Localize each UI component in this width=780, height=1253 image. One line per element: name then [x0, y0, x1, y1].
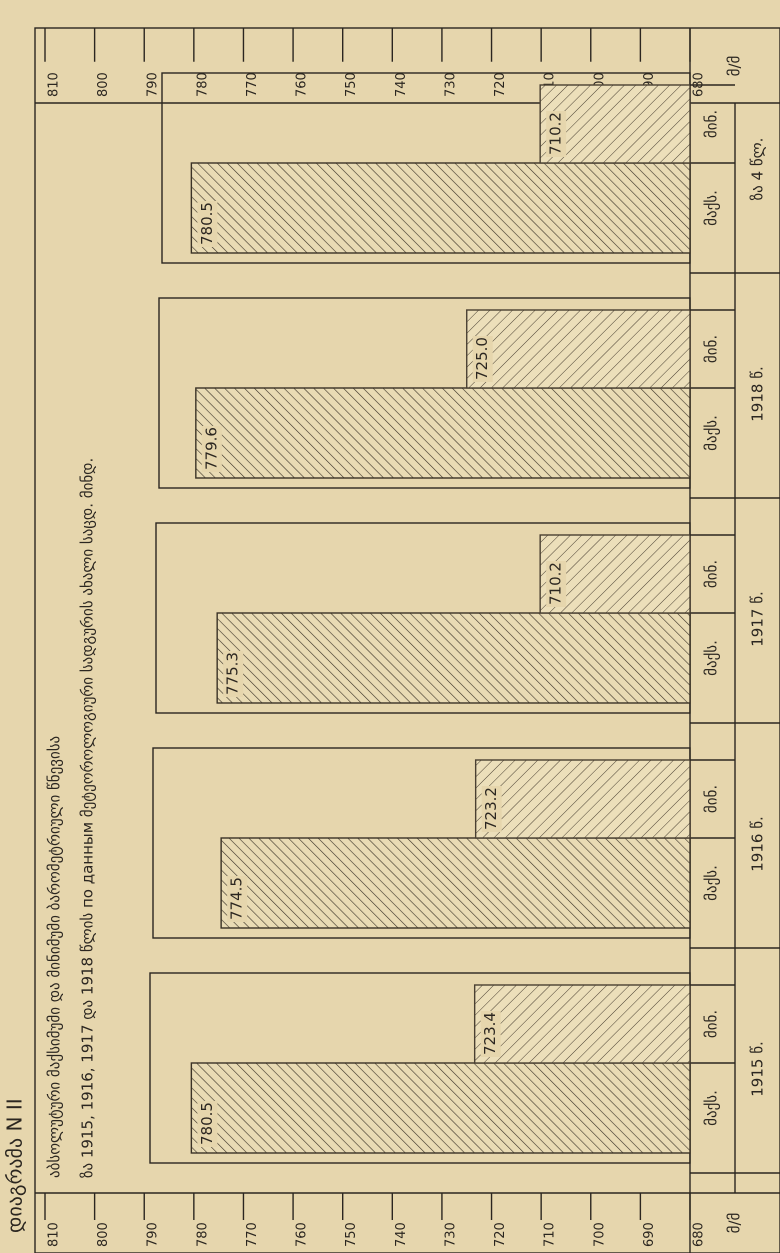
rotated-sheet: დიაგრამა N II აბსოლუტური მაქსიმუმი და მი…	[3, 27, 780, 1253]
y-tick-label: 810	[47, 72, 62, 97]
y-tick-label: 770	[245, 1222, 260, 1247]
series-label: მაქს.	[703, 190, 721, 226]
y-tick-label: 760	[295, 72, 310, 97]
value-label: 779.6	[202, 427, 220, 470]
y-tick-label: 720	[493, 1222, 508, 1247]
value-label: 723.4	[481, 1012, 499, 1055]
series-label: მინ.	[703, 560, 721, 588]
bar	[195, 387, 691, 479]
value-label: 710.2	[547, 112, 565, 155]
label-bg	[223, 651, 244, 697]
bar	[220, 837, 691, 929]
y-tick-label: 750	[344, 72, 359, 97]
series-label: მაქს.	[703, 415, 721, 451]
bar	[190, 1062, 691, 1154]
value-label: 780.5	[198, 202, 216, 245]
x-tick-label: 1916 წ.	[749, 816, 767, 871]
value-label: 710.2	[547, 562, 565, 605]
value-label: 775.3	[224, 652, 242, 695]
value-label: 774.5	[228, 877, 246, 920]
y-tick-label: 790	[146, 72, 161, 97]
y-tick-label: 730	[443, 72, 458, 97]
y-tick-label: 810	[47, 1222, 62, 1247]
label-bg	[197, 201, 218, 247]
bar	[539, 534, 691, 614]
series-label: მინ.	[703, 110, 721, 138]
series-label: მინ.	[703, 1010, 721, 1038]
y-tick-label: 790	[146, 1222, 161, 1247]
series-label: მაქს.	[703, 1090, 721, 1126]
bar	[473, 984, 691, 1064]
y-tick-label: 760	[295, 1222, 310, 1247]
value-label: 725.0	[473, 337, 491, 380]
label-bg	[546, 111, 567, 157]
x-tick-label: ზა 4 წლ.	[749, 138, 767, 201]
y-tick-label: 800	[96, 72, 111, 97]
label-bg	[546, 561, 567, 607]
label-bg	[480, 1011, 501, 1057]
y-tick-label: 800	[96, 1222, 111, 1247]
label-bg	[472, 336, 493, 382]
series-label: მაქს.	[703, 640, 721, 676]
y-tick-label: 690	[642, 1222, 657, 1247]
y-tick-label: 750	[344, 1222, 359, 1247]
x-tick-label: 1917 წ.	[749, 591, 767, 646]
series-label: მინ.	[703, 335, 721, 363]
subtitle-line: აბსოლუტური მაქსიმუმი და მინიმუმი ბარომეტ…	[46, 736, 64, 1178]
label-bg	[227, 876, 248, 922]
heading: დიაგრამა N II	[3, 1098, 27, 1233]
y-tick-label: 780	[195, 1222, 210, 1247]
unit-label: მ/მ	[726, 56, 744, 77]
label-bg	[197, 1101, 218, 1147]
x-tick-label: 1918 წ.	[749, 366, 767, 421]
unit-label: მ/მ	[726, 1213, 744, 1234]
y-tick-label: 720	[493, 72, 508, 97]
value-label: 780.5	[198, 1102, 216, 1145]
y-tick-label: 710	[543, 1222, 558, 1247]
bar	[466, 309, 691, 389]
y-tick-label: 680	[692, 1222, 707, 1247]
label-bg	[201, 426, 222, 472]
bar	[216, 612, 691, 704]
y-tick-label: 780	[195, 72, 210, 97]
y-tick-label: 700	[592, 1222, 607, 1247]
label-bg	[481, 786, 502, 832]
series-label: მაქს.	[703, 865, 721, 901]
y-tick-label: 730	[443, 1222, 458, 1247]
x-tick-label: 1915 წ.	[749, 1041, 767, 1096]
series-label: მინ.	[703, 785, 721, 813]
value-label: 723.2	[482, 787, 500, 830]
y-tick-label: 770	[245, 72, 260, 97]
bar	[539, 84, 691, 164]
y-tick-label: 740	[394, 1222, 409, 1247]
y-tick-label: 740	[394, 72, 409, 97]
bar	[190, 162, 691, 254]
outer-frame	[34, 27, 780, 1253]
bar	[474, 759, 691, 839]
subtitle-line: ზა 1915, 1916, 1917 და 1918 წლის по данн…	[79, 458, 97, 1178]
